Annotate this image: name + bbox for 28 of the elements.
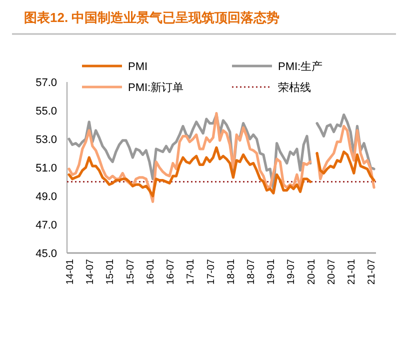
x-tick-label: 19-01 [266, 258, 278, 285]
y-tick-label: 45.0 [36, 248, 57, 260]
x-tick-label: 21-07 [366, 258, 378, 285]
x-tick-label: 14-07 [85, 258, 96, 285]
title: 图表12. 中国制造业景气已呈现筑顶回落态势 [24, 10, 280, 25]
x-tick-label: 18-07 [246, 258, 257, 285]
x-tick-label: 19-07 [286, 258, 298, 285]
x-tick-label: 16-01 [145, 258, 156, 285]
y-tick-label: 49.0 [36, 191, 57, 203]
x-tick-label: 17-01 [186, 258, 197, 285]
legend-label: PMI:生产 [278, 60, 323, 73]
legend-label: PMI:新订单 [128, 81, 184, 94]
x-tick-label: 20-07 [326, 258, 338, 285]
x-tick-label: 20-01 [306, 258, 318, 285]
x-tick-label: 21-01 [346, 258, 358, 285]
y-tick-label: 47.0 [36, 220, 57, 232]
legend-label: PMI [128, 61, 148, 73]
x-tick-label: 15-07 [125, 258, 136, 285]
x-tick-label: 16-07 [166, 258, 177, 285]
y-tick-label: 51.0 [36, 162, 57, 174]
x-tick-label: 18-01 [226, 258, 237, 285]
y-tick-label: 55.0 [36, 106, 57, 118]
y-tick-label: 57.0 [36, 77, 57, 89]
x-tick-label: 17-07 [206, 258, 217, 285]
legend-label: 荣枯线 [278, 81, 311, 94]
y-tick-label: 53.0 [36, 134, 57, 146]
x-tick-label: 14-01 [65, 258, 76, 285]
x-tick-label: 15-01 [105, 258, 116, 285]
